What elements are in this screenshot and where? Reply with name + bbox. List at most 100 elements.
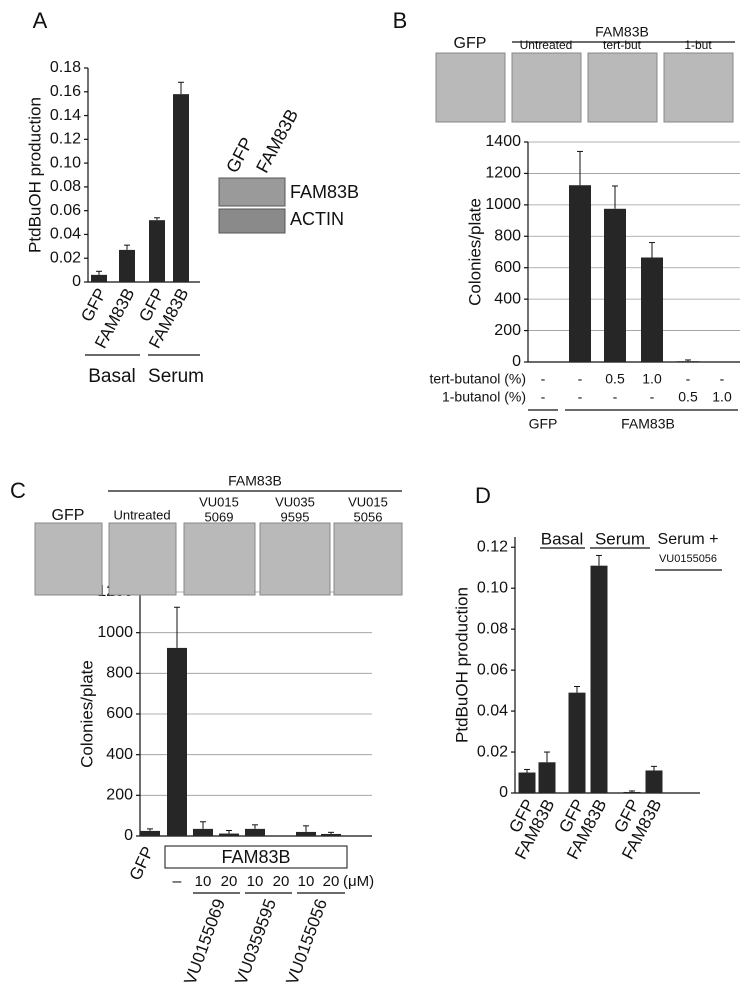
- group-label: Basal: [88, 366, 136, 387]
- cell: 1.0: [642, 371, 662, 387]
- y-tick-label: 0.10: [50, 154, 81, 171]
- x-tick-label: –: [173, 873, 182, 890]
- bar: [167, 647, 187, 836]
- bar: [140, 830, 160, 836]
- y-tick-label: 800: [494, 228, 521, 245]
- y-tick-label: 200: [106, 787, 133, 804]
- image-label: 5069: [205, 509, 234, 524]
- image-label: 1-but: [684, 38, 712, 52]
- micrograph: [333, 522, 403, 596]
- y-tick-label: 1000: [485, 196, 521, 213]
- y-tick-label: 400: [494, 290, 521, 307]
- micrograph: [435, 52, 506, 123]
- bar: [119, 249, 135, 282]
- bar: [91, 274, 107, 282]
- image-label: tert-but: [603, 38, 642, 52]
- group-label: Serum +: [658, 531, 719, 548]
- x-tick-label: 10: [195, 873, 212, 890]
- y-tick-label: 400: [106, 746, 133, 763]
- micrograph: [183, 522, 256, 596]
- y-tick-label: 0.04: [50, 226, 81, 243]
- cell: -: [613, 389, 618, 405]
- compound-label: VU0155069: [180, 896, 229, 987]
- bar: [149, 220, 165, 282]
- group-label: Basal: [541, 529, 584, 548]
- bar: [645, 770, 663, 793]
- cell: -: [541, 371, 546, 387]
- lane-label: FAM83B: [252, 106, 302, 176]
- y-tick-label: 1000: [97, 624, 133, 641]
- unit-label: (μM): [343, 873, 374, 890]
- bar: [219, 833, 239, 836]
- bar: [677, 361, 699, 362]
- compound-label: VU0359595: [231, 896, 280, 987]
- group-label: Serum: [595, 529, 645, 548]
- group-label: FAM83B: [621, 416, 675, 432]
- bar: [321, 833, 341, 836]
- cell: -: [650, 389, 655, 405]
- x-tick-label: 20: [323, 873, 340, 890]
- bar: [641, 257, 663, 362]
- image-label: 9595: [281, 509, 310, 524]
- image-label: 5056: [354, 509, 383, 524]
- bar: [245, 828, 265, 836]
- micrograph: [663, 52, 734, 123]
- y-tick-label: 0.18: [50, 59, 81, 76]
- x-tick-label: 20: [273, 873, 290, 890]
- bar: [518, 772, 536, 793]
- cell: 1.0: [712, 389, 732, 405]
- bar: [569, 185, 591, 362]
- bar: [590, 565, 608, 793]
- y-tick-label: 0: [124, 827, 133, 844]
- row-label: 1-butanol (%): [442, 389, 526, 405]
- y-tick-label: 0: [499, 784, 508, 801]
- y-axis-label: PtdBuOH production: [25, 97, 44, 253]
- y-tick-label: 0.16: [50, 83, 81, 100]
- y-axis-label: Colonies/plate: [77, 660, 96, 768]
- y-tick-label: 0.06: [477, 661, 508, 678]
- x-tick-label: 10: [298, 873, 315, 890]
- cell: -: [541, 389, 546, 405]
- cell: -: [578, 389, 583, 405]
- lane-label: GFP: [222, 134, 257, 176]
- cell: -: [686, 371, 691, 387]
- panel-letter: D: [475, 483, 491, 508]
- y-tick-label: 0.02: [477, 743, 508, 760]
- y-tick-label: 0: [512, 353, 521, 370]
- image-label: GFP: [52, 507, 85, 524]
- panel-letter: B: [393, 8, 408, 33]
- y-tick-label: 0.02: [50, 249, 81, 266]
- group-note: VU0155056: [659, 553, 717, 565]
- bar: [623, 791, 641, 793]
- bar: [538, 762, 556, 793]
- y-tick-label: 0.08: [477, 620, 508, 637]
- y-axis-label: Colonies/plate: [465, 198, 484, 306]
- group-box: [164, 845, 348, 869]
- panel-letter: A: [33, 8, 48, 33]
- y-tick-label: 600: [106, 705, 133, 722]
- y-tick-label: 0.12: [477, 538, 508, 555]
- x-tick-label: GFP: [126, 844, 158, 884]
- y-tick-label: 0: [72, 273, 81, 290]
- bar: [193, 828, 213, 836]
- y-axis-label: PtdBuOH production: [452, 587, 471, 743]
- micrograph: [34, 522, 103, 596]
- micrograph: [587, 52, 658, 123]
- y-tick-label: 0.06: [50, 202, 81, 219]
- image-header: FAM83B: [595, 24, 649, 40]
- row-label: tert-butanol (%): [430, 371, 526, 387]
- cell: 0.5: [678, 389, 698, 405]
- x-tick-label: 20: [221, 873, 238, 890]
- blot: [218, 177, 286, 207]
- x-tick-label: 10: [247, 873, 264, 890]
- image-header: FAM83B: [228, 473, 282, 489]
- band-label: FAM83B: [290, 182, 359, 202]
- y-tick-label: 0.04: [477, 702, 508, 719]
- bar: [173, 94, 189, 283]
- y-tick-label: 0.12: [50, 131, 81, 148]
- y-tick-label: 800: [106, 665, 133, 682]
- blot: [218, 208, 286, 234]
- bar: [568, 692, 586, 793]
- micrograph: [511, 52, 582, 123]
